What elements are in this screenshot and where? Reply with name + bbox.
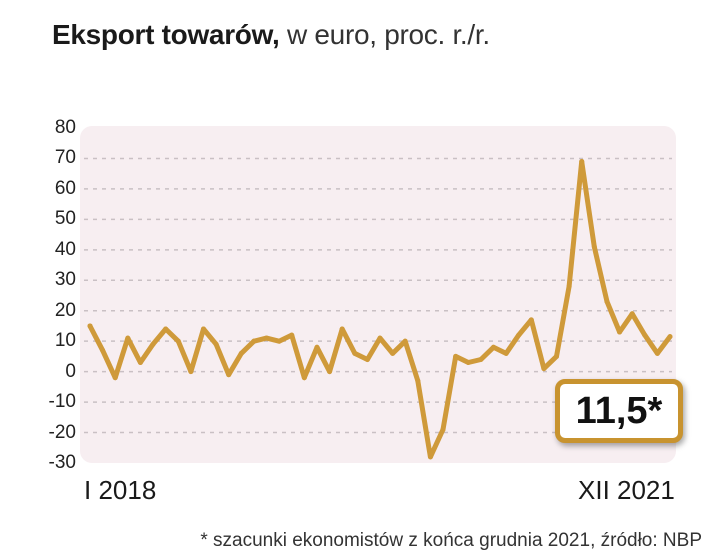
data-point xyxy=(554,353,560,359)
data-point xyxy=(402,338,408,344)
y-tick-label: 10 xyxy=(54,330,76,352)
y-tick-label: 30 xyxy=(54,269,76,291)
data-point xyxy=(289,332,295,338)
data-point xyxy=(490,344,496,350)
data-point xyxy=(654,350,660,356)
data-point xyxy=(478,356,484,362)
data-point xyxy=(125,335,131,341)
data-point xyxy=(629,311,635,317)
data-point xyxy=(390,350,396,356)
data-point xyxy=(188,369,194,375)
y-tick-label: 0 xyxy=(65,360,76,382)
data-point xyxy=(137,360,143,365)
data-point xyxy=(415,378,421,384)
data-point xyxy=(465,360,471,365)
data-point xyxy=(642,332,648,338)
y-tick-label: -10 xyxy=(48,391,76,413)
plot-background xyxy=(80,126,676,463)
data-point xyxy=(440,427,446,432)
x-axis-end-label: XII 2021 xyxy=(578,475,675,505)
data-point xyxy=(352,350,358,356)
y-tick-label: 50 xyxy=(54,208,76,230)
y-tick-label: 80 xyxy=(54,117,76,138)
series-group xyxy=(87,159,673,460)
y-tick-label: 40 xyxy=(54,238,76,260)
data-point xyxy=(364,356,370,362)
data-point xyxy=(528,317,534,323)
data-point xyxy=(87,323,93,329)
data-point xyxy=(226,372,232,378)
chart-title-main: Eksport towarów, xyxy=(52,19,280,50)
data-point xyxy=(339,326,345,332)
data-point xyxy=(327,369,333,375)
data-point xyxy=(453,353,459,359)
y-tick-label: -20 xyxy=(48,421,76,443)
data-point xyxy=(276,338,282,344)
y-tick-label: 70 xyxy=(54,147,76,169)
data-point xyxy=(301,375,307,381)
data-point xyxy=(617,329,623,335)
data-point xyxy=(150,341,156,347)
x-axis-start-label: I 2018 xyxy=(84,475,157,505)
data-point xyxy=(100,347,106,353)
data-point xyxy=(314,344,320,350)
data-point xyxy=(604,299,610,305)
data-point xyxy=(667,334,673,340)
data-point xyxy=(541,366,547,372)
y-tick-label: -30 xyxy=(48,452,76,473)
data-point xyxy=(213,341,219,347)
data-point xyxy=(264,335,270,341)
data-point xyxy=(200,326,206,332)
data-point xyxy=(112,375,118,381)
data-point xyxy=(516,332,522,338)
data-point xyxy=(175,338,181,344)
data-point xyxy=(566,283,572,289)
data-point xyxy=(579,159,585,164)
data-point xyxy=(503,350,509,356)
data-point xyxy=(163,326,169,332)
y-tick-label: 60 xyxy=(54,177,76,199)
data-point xyxy=(238,350,244,356)
data-point xyxy=(251,338,257,344)
y-tick-label: 20 xyxy=(54,299,76,321)
data-point xyxy=(427,454,433,460)
data-point xyxy=(591,244,597,250)
chart-title-unit: w euro, proc. r./r. xyxy=(279,19,490,50)
chart-title: Eksport towarów, w euro, proc. r./r. xyxy=(52,18,490,52)
data-point xyxy=(377,335,383,341)
footnote: * szacunki ekonomistów z końca grudnia 2… xyxy=(200,530,702,551)
latest-value-callout: 11,5* xyxy=(555,379,683,443)
